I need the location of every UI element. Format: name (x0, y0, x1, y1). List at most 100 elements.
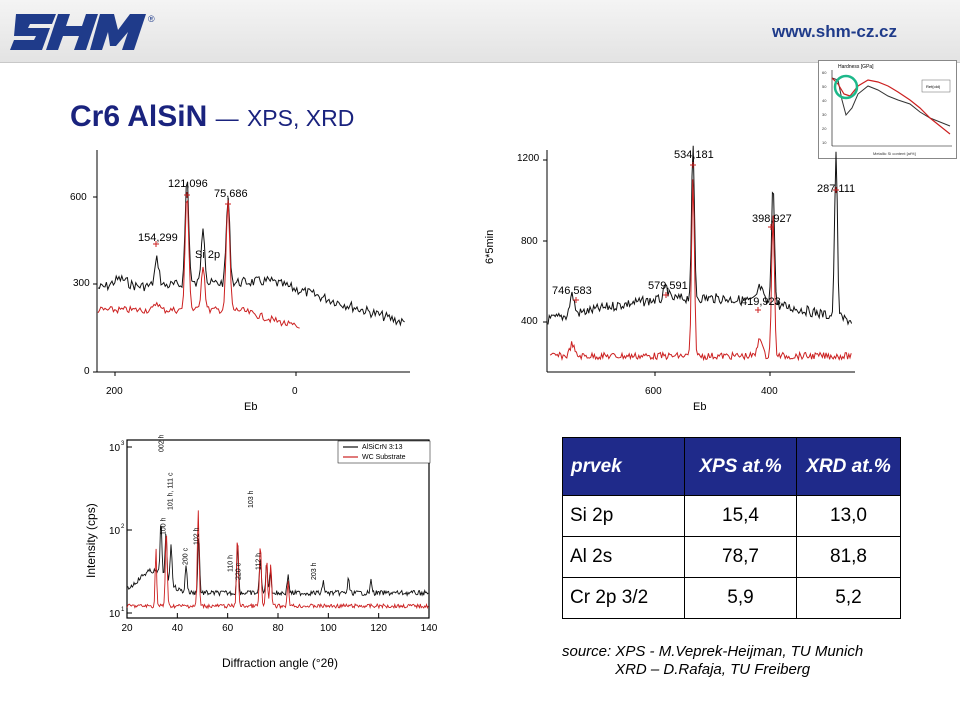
website-url[interactable]: www.shm-cz.cz (772, 22, 898, 41)
xpsr-annot-3: 398,927 (752, 213, 792, 225)
xpsr-ytick-400: 400 (521, 316, 538, 327)
header-prvek: prvek (562, 437, 685, 496)
xpsl-annot-2: 75,686 (214, 188, 248, 200)
xrd-peak-label: 002 h (158, 434, 165, 452)
shm-logo: ® (10, 14, 155, 50)
table-row: Al 2s 78,7 81,8 (562, 536, 901, 578)
xrd-peak-label: 103 h (248, 490, 255, 508)
xrd-xlabel: Diffraction angle (°2θ) (222, 656, 338, 670)
xpsl-ytick-300: 300 (73, 278, 90, 289)
xpsr-annot-6: 419,923 (741, 296, 781, 308)
xps-right-chart (543, 145, 855, 376)
inset-legend: Ref(old) (926, 84, 941, 89)
xpsl-xlabel: Eb (244, 401, 258, 413)
xpsr-annot-4: 746,583 (552, 285, 592, 297)
row-element: Cr 2p 3/2 (562, 577, 685, 619)
header-band (0, 0, 960, 63)
table-row: Cr 2p 3/2 5,9 5,2 (562, 577, 901, 619)
title-main: Cr6 AlSiN (70, 100, 208, 133)
svg-text:®: ® (148, 14, 155, 24)
xrd-ytick-label: 10 (109, 443, 121, 454)
xpsr-ytick-800: 800 (521, 236, 538, 247)
highlight-circle-icon (833, 74, 859, 100)
xrd-legend: AlSiCrN 3:13 WC Substrate (337, 440, 431, 464)
xrd-xtick-label: 100 (320, 623, 337, 634)
source-line-1: source: XPS - M.Veprek-Heijman, TU Munic… (562, 643, 864, 660)
xpsr-black-series (547, 145, 853, 326)
inset-title: Hardness [GPa] (838, 64, 874, 70)
page-title: Cr6 AlSiN — XPS, XRD (70, 100, 354, 134)
xps-left-chart (93, 150, 410, 376)
row-xps: 78,7 (684, 536, 797, 578)
xrd-peak-label: 102 h (194, 527, 201, 545)
row-xrd: 5,2 (796, 577, 901, 619)
header-xps: XPS at.% (684, 437, 797, 496)
xpsr-xtick-400: 400 (761, 386, 778, 397)
xpsr-ytick-1200: 1200 (517, 153, 540, 164)
xrd-peak-label: 100 h (160, 517, 167, 535)
xrd-ytick-exponent: 1 (121, 607, 125, 613)
xpsl-annot-si2p: Si 2p (195, 249, 221, 261)
xrd-series-alsicrn (126, 525, 429, 598)
header: ® www.shm-cz.cz (0, 0, 960, 63)
svg-text:30: 30 (822, 112, 827, 117)
xrd-xtick-label: 20 (121, 623, 133, 634)
xrd-peak-label: 110 h (228, 555, 235, 572)
xrd-peak-label: 101 h, 111 c (167, 472, 174, 510)
xpsl-red-series (97, 199, 300, 329)
svg-text:60: 60 (822, 70, 827, 75)
xpsl-annot-3: 154,299 (138, 232, 178, 244)
xrd-ylabel: Intensity (cps) (84, 503, 98, 578)
xpsr-xtick-600: 600 (645, 386, 662, 397)
xpsl-xtick-200: 200 (106, 386, 123, 397)
xrd-xtick-label: 80 (272, 623, 284, 634)
xrd-ytick-exponent: 3 (121, 441, 125, 447)
xrd-legend-box (337, 440, 431, 464)
xpsl-ytick-0: 0 (84, 366, 90, 377)
xrd-legend-label: WC Substrate (362, 454, 406, 461)
xpsr-ylabel: 6*5min (484, 229, 496, 264)
xpsl-xtick-0: 0 (292, 386, 298, 397)
source-note: source: XPS - M.Veprek-Heijman, TU Munic… (562, 643, 863, 679)
xrd-ytick-label: 10 (109, 526, 121, 537)
xrd-series-wc-substrate (126, 510, 429, 610)
xpsl-ytick-600: 600 (70, 192, 87, 203)
xrd-ytick-exponent: 2 (121, 524, 125, 530)
svg-text:50: 50 (822, 84, 827, 89)
xrd-peak-label: 220 c (235, 562, 242, 580)
xpsl-black-series (97, 181, 405, 327)
row-xrd: 81,8 (796, 536, 901, 578)
svg-text:10: 10 (822, 140, 827, 145)
xpsr-annot-2: 287,111 (817, 183, 856, 195)
table-row: Si 2p 15,4 13,0 (562, 495, 901, 537)
svg-text:20: 20 (822, 126, 827, 131)
header-xrd: XRD at.% (796, 437, 901, 496)
xrd-ytick-label: 10 (109, 609, 121, 620)
inset-black-curve (831, 77, 951, 127)
xrd-peak-label: 112 h (255, 553, 262, 570)
title-sub: XPS, XRD (246, 105, 355, 131)
row-xps: 15,4 (684, 495, 797, 537)
xpsr-red-series (549, 179, 852, 362)
xrd-peak-label: 203 h (311, 562, 318, 580)
xpsr-annot-1: 534,181 (674, 149, 714, 161)
inset-xlabel: Metallic Si content [at%] (873, 151, 916, 156)
xrd-legend-label: AlSiCrN 3:13 (362, 444, 403, 451)
row-element: Al 2s (562, 536, 685, 578)
xrd-xtick-label: 60 (222, 623, 234, 634)
inset-red-curve (831, 77, 951, 135)
title-dash: — (215, 105, 239, 131)
xrd-xtick-label: 140 (421, 623, 438, 634)
row-xrd: 13,0 (796, 495, 901, 537)
xpsl-annot-1: 121,096 (168, 178, 208, 190)
svg-text:40: 40 (822, 98, 827, 103)
xpsr-annot-5: 579,591 (648, 280, 688, 292)
xrd-peak-label: 200 c (182, 547, 189, 565)
row-xps: 5,9 (684, 577, 797, 619)
xrd-frame (68, 418, 457, 691)
xpsr-xlabel: Eb (693, 401, 707, 413)
xrd-xtick-label: 120 (370, 623, 387, 634)
table-header-row: prvek XPS at.% XRD at.% (562, 437, 901, 496)
row-element: Si 2p (562, 495, 685, 537)
